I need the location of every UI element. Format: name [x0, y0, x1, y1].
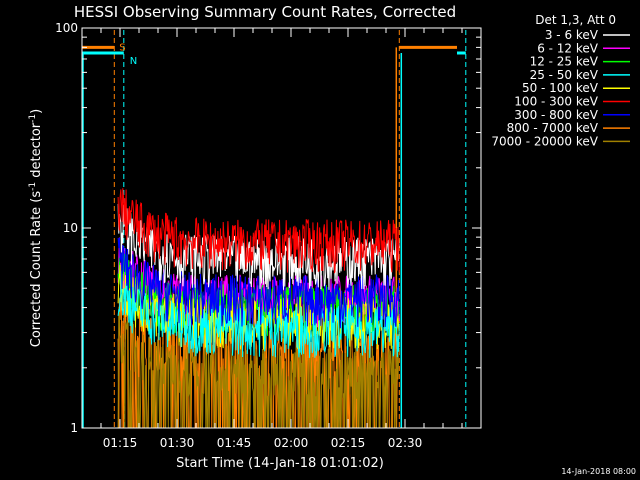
night-flag-label: N — [130, 56, 137, 67]
x-tick-label: 02:00 — [274, 436, 309, 450]
y-axis-label: Corrected Count Rate (s-1 detector-1) — [28, 109, 44, 347]
footer-date: 14-Jan-2018 08:00 — [561, 467, 636, 476]
series-line — [117, 203, 400, 290]
x-tick-label: 02:30 — [388, 436, 423, 450]
x-tick-label: 01:45 — [217, 436, 252, 450]
y-axis: 1 10 100 — [55, 21, 481, 435]
legend-label: 7000 - 20000 keV — [491, 134, 598, 148]
x-tick-label: 01:30 — [160, 436, 195, 450]
x-axis-label: Start Time (14-Jan-18 01:01:02) — [176, 456, 384, 471]
legend-header: Det 1,3, Att 0 — [535, 13, 616, 27]
x-tick-label: 02:15 — [331, 436, 366, 450]
legend-label: 800 - 7000 keV — [507, 121, 599, 135]
saa-flag-label: S — [119, 42, 125, 53]
plot-area: SN — [82, 30, 467, 429]
x-tick-label: 01:15 — [103, 436, 138, 450]
legend-label: 100 - 300 keV — [514, 95, 598, 109]
y-tick-label: 10 — [63, 221, 78, 235]
legend-label: 3 - 6 keV — [545, 28, 599, 42]
legend-label: 6 - 12 keV — [537, 41, 599, 55]
legend-label: 12 - 25 keV — [530, 55, 599, 69]
legend-label: 50 - 100 keV — [522, 81, 599, 95]
x-axis: 01:15 01:30 01:45 02:00 02:15 02:30 — [100, 28, 463, 450]
series-line — [117, 188, 400, 274]
series-line — [117, 237, 400, 329]
legend-label: 25 - 50 keV — [530, 68, 599, 82]
chart-title: HESSI Observing Summary Count Rates, Cor… — [74, 3, 456, 21]
y-tick-label: 100 — [55, 21, 78, 35]
legend-label: 300 - 800 keV — [514, 108, 598, 122]
y-tick-label: 1 — [70, 421, 78, 435]
